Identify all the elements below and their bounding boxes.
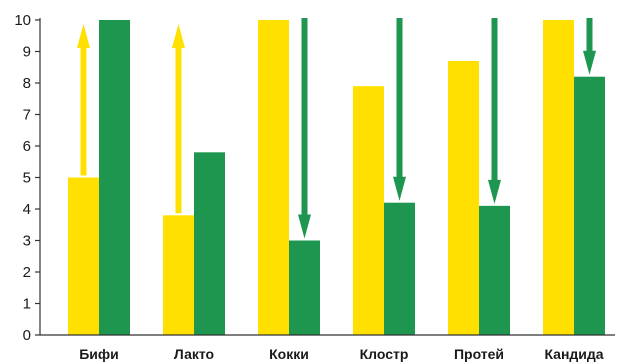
bar-layer: [68, 20, 605, 336]
arrow-shaft-2: [175, 46, 182, 214]
y-tick-label-4: 4: [23, 201, 31, 218]
arrow-head-down-6: [583, 50, 596, 75]
y-tick-label-7: 7: [23, 107, 31, 124]
arrow-shaft-6: [586, 18, 593, 53]
bar-green-3: [289, 240, 320, 335]
arrow-shaft-3: [301, 18, 308, 217]
bar-green-2: [194, 152, 225, 335]
x-category-label-4: Клостр: [360, 346, 409, 362]
arrow-head-down-4: [393, 176, 406, 201]
bar-yellow-2: [163, 215, 194, 335]
arrow-head-up-1: [77, 24, 90, 48]
y-tick-label-9: 9: [23, 44, 31, 61]
y-tick-label-3: 3: [23, 233, 31, 250]
y-tick-label-1: 1: [23, 296, 31, 313]
bar-green-5: [479, 205, 510, 335]
arrow-head-down-3: [298, 214, 311, 239]
arrow-shaft-5: [491, 18, 498, 182]
y-tick-label-0: 0: [23, 327, 31, 344]
bar-green-4: [384, 202, 415, 335]
bar-green-1: [99, 20, 130, 335]
arrow-shaft-1: [80, 46, 87, 176]
y-tick-label-10: 10: [14, 12, 31, 29]
x-category-label-3: Кокки: [269, 346, 309, 362]
x-category-label-5: Протей: [454, 346, 504, 362]
x-category-label-6: Кандида: [544, 346, 603, 362]
arrow-head-up-2: [172, 24, 185, 48]
bar-yellow-6: [543, 20, 574, 335]
bar-yellow-5: [448, 60, 479, 335]
bar-yellow-4: [353, 86, 384, 336]
x-category-label-1: Бифи: [79, 346, 119, 362]
y-tick-label-6: 6: [23, 138, 31, 155]
bar-yellow-3: [258, 20, 289, 335]
arrow-head-down-5: [488, 179, 501, 204]
label-layer: 0 1 2 3 4 5 6 7 8 9 10 Бифи Лакто Кокки Клостр Протей Ка…: [14, 12, 603, 362]
bar-green-6: [574, 76, 605, 335]
bar-yellow-1: [68, 177, 99, 335]
y-tick-label-2: 2: [23, 264, 31, 281]
axis-layer: [35, 18, 615, 336]
arrow-layer: [77, 18, 596, 239]
arrow-shaft-4: [396, 18, 403, 179]
x-category-label-2: Лакто: [174, 346, 214, 362]
y-tick-label-5: 5: [23, 170, 31, 187]
y-tick-label-8: 8: [23, 75, 31, 92]
